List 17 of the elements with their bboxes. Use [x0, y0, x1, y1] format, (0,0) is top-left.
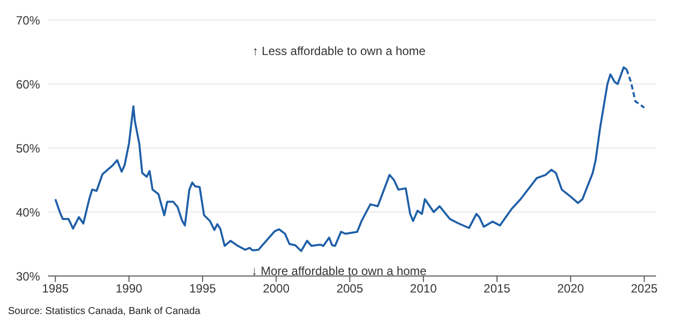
source-note: Source: Statistics Canada, Bank of Canada — [8, 306, 200, 317]
y-tick-label: 50% — [16, 141, 40, 156]
annotation: ↑ Less affordable to own a home — [251, 44, 427, 58]
x-tick-label: 2025 — [630, 282, 658, 296]
x-tick-label: 1995 — [189, 282, 216, 296]
x-tick-label: 1985 — [42, 282, 70, 296]
x-tick-label: 2010 — [410, 282, 438, 296]
y-tick-label: 30% — [16, 269, 40, 284]
y-tick-label: 70% — [16, 13, 40, 28]
y-tick-label: 40% — [16, 205, 40, 220]
annotation: ↓ More affordable to own a home — [251, 264, 427, 278]
x-tick-label: 2005 — [336, 282, 364, 296]
y-tick-label: 60% — [16, 77, 40, 92]
x-tick-label: 2020 — [557, 282, 584, 296]
x-tick-label: 2000 — [262, 282, 290, 296]
x-tick-label: 1990 — [116, 282, 143, 296]
x-tick-label: 2015 — [484, 282, 511, 296]
